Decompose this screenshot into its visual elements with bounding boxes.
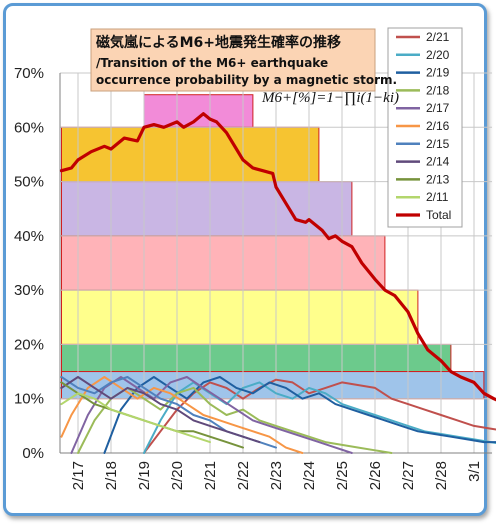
legend-label: 2/17 — [426, 101, 450, 115]
x-tick-label: 2/27 — [400, 461, 417, 490]
x-tick-label: 2/17 — [70, 461, 87, 490]
series-line-2-19 — [103, 376, 496, 454]
series-line-2-21 — [143, 378, 496, 454]
band-3 — [61, 235, 386, 291]
grid-lines — [59, 72, 492, 454]
x-tick-label: 2/19 — [136, 461, 153, 490]
chart-subtitle-line-1: /Transition of the M6+ earthquake — [96, 56, 328, 70]
band-4 — [61, 289, 419, 345]
y-tick-label: 30% — [14, 282, 44, 299]
band-5 — [61, 343, 452, 373]
band-1 — [61, 126, 320, 183]
legend-label: 2/13 — [426, 172, 450, 186]
band-6 — [61, 371, 485, 400]
x-tick-label: 3/1 — [466, 461, 483, 482]
y-tick-label: 10% — [14, 391, 44, 408]
band-2 — [61, 181, 353, 237]
y-tick-label: 0% — [22, 445, 44, 462]
x-tick-label: 2/28 — [433, 461, 450, 490]
x-tick-label: 2/23 — [268, 461, 285, 490]
series-line-2-14 — [60, 376, 261, 444]
series-line-2-17 — [70, 376, 353, 454]
legend-label: 2/14 — [426, 155, 450, 169]
x-tick-label: 2/18 — [103, 461, 120, 490]
series-line-2-16 — [60, 376, 304, 454]
y-axis-ticks: 0% 10% 20% 30% 40% 50% 60% 70% — [14, 65, 44, 462]
legend: 2/21 2/20 2/19 2/18 2/17 2/16 2/15 2/14 2/13 2/11… — [387, 27, 463, 228]
x-tick-label: 2/26 — [367, 461, 384, 490]
legend-label: 2/11 — [426, 190, 449, 204]
legend-label: 2/18 — [426, 83, 450, 97]
x-axis-ticks: 2/17 2/18 2/19 2/20 2/21 2/22 2/23 2/24 2/25 2/26… — [70, 461, 483, 490]
series-lines — [59, 112, 496, 454]
y-tick-label: 40% — [14, 228, 44, 245]
legend-label: Total — [426, 208, 451, 222]
legend-label: 2/19 — [426, 66, 450, 80]
y-tick-label: 70% — [14, 65, 44, 82]
x-tick-label: 2/21 — [202, 461, 219, 490]
x-tick-label: 2/22 — [235, 461, 252, 490]
y-tick-label: 50% — [14, 174, 44, 191]
x-tick-label: 2/25 — [334, 461, 351, 490]
series-line-2-11 — [60, 392, 211, 444]
band-0 — [143, 94, 254, 128]
chart-title: 磁気嵐によるM6+地震発生確率の推移 — [96, 34, 341, 51]
legend-label: 2/15 — [426, 137, 450, 151]
formula-label: M6+[%]=1−∏i(1−ki) — [261, 90, 399, 106]
legend-box — [387, 27, 463, 228]
title-box: 磁気嵐によるM6+地震発生確率の推移 /Transition of the M6… — [90, 28, 397, 92]
legend-label: 2/20 — [426, 48, 450, 62]
chart-subtitle-line-2: occurrence probability by a magnetic sto… — [96, 73, 397, 87]
y-tick-label: 60% — [14, 119, 44, 136]
x-tick-label: 2/24 — [301, 461, 318, 490]
legend-label: 2/21 — [426, 30, 450, 44]
x-tick-label: 2/20 — [169, 461, 186, 490]
legend-label: 2/16 — [426, 119, 450, 133]
series-line-Total — [59, 112, 496, 402]
y-tick-label: 20% — [14, 336, 44, 353]
